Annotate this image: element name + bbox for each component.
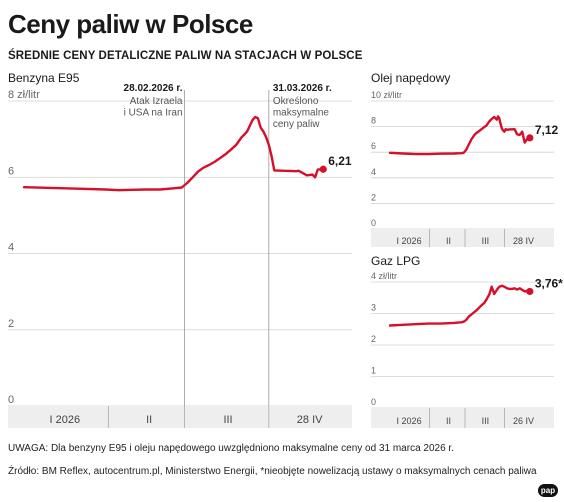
benzyna-annotation-text: ceny paliw: [273, 119, 320, 130]
olej-series-line: [388, 115, 531, 156]
benzyna-last-point: [319, 165, 327, 173]
benzyna-annotation-text: Atak Izraela: [130, 96, 183, 107]
benzyna-annotation-date: 28.02.2026 r.: [124, 83, 183, 94]
lpg-last-value-label: 3,76*: [535, 276, 563, 290]
lpg-xtick-label: III: [482, 416, 490, 426]
pap-logo: pap: [538, 484, 558, 497]
benzyna-annotation-date: 31.03.2026 r.: [273, 83, 332, 94]
benzyna-xtick-label: III: [223, 414, 232, 426]
lpg-title: Gaz LPG: [371, 254, 420, 268]
page-subtitle: ŚREDNIE CENY DETALICZNE PALIW NA STACJAC…: [8, 50, 363, 62]
benzyna-last-value-label: 6,21: [328, 154, 352, 168]
footer-note: UWAGA: Dla benzyny E95 i oleju napędoweg…: [8, 443, 454, 454]
lpg-xtick-label: 26 IV: [513, 416, 534, 426]
benzyna-title: Benzyna E95: [8, 71, 80, 85]
benzyna-ytick-label: 0: [8, 394, 14, 406]
olej-last-point: [526, 134, 534, 142]
benzyna-ytick-label: 8 zł/litr: [8, 89, 40, 101]
olej-ytick-label: 0: [371, 218, 376, 228]
olej-title: Olej napędowy: [371, 71, 450, 85]
lpg-series-line: [388, 284, 531, 327]
lpg-ytick-label: 4 zł/litr: [371, 271, 397, 281]
olej-ytick-label: 2: [371, 192, 376, 202]
benzyna-annotation-text: i USA na Iran: [124, 108, 183, 119]
olej-ytick-label: 6: [371, 141, 376, 151]
olej-xtick-label: 28 IV: [513, 236, 534, 246]
benzyna-xtick-label: I 2026: [50, 414, 81, 426]
olej-ytick-label: 4: [371, 167, 376, 177]
benzyna-series-line: [22, 115, 325, 192]
lpg-last-point: [526, 287, 534, 296]
benzyna-xtick-label: 28 IV: [297, 414, 323, 426]
lpg-xaxis-band: [371, 408, 554, 428]
olej-ytick-label: 8: [371, 116, 376, 126]
lpg-ytick-label: 0: [371, 397, 376, 407]
olej-last-value-label: 7,12: [535, 123, 559, 137]
olej-xtick-label: III: [482, 236, 490, 246]
lpg-ytick-label: 1: [371, 366, 376, 376]
lpg-xtick-label: II: [446, 416, 451, 426]
benzyna-ytick-label: 4: [8, 242, 14, 254]
benzyna-annotation-text: maksymalne: [273, 108, 330, 119]
benzyna-xtick-label: II: [146, 414, 152, 426]
olej-xaxis-band: [371, 229, 554, 247]
footer-source: Źródło: BM Reflex, autocentrum.pl, Minis…: [8, 466, 537, 477]
benzyna-annotation-text: Określono: [273, 96, 319, 107]
lpg-ytick-label: 3: [371, 303, 376, 313]
benzyna-xaxis-band: [8, 406, 352, 428]
page-title: Ceny paliw w Polsce: [8, 9, 253, 39]
benzyna-ytick-label: 2: [8, 318, 14, 330]
benzyna-ytick-label: 6: [8, 165, 14, 177]
lpg-ytick-label: 2: [371, 334, 376, 344]
lpg-xtick-label: I 2026: [397, 416, 422, 426]
olej-xtick-label: I 2026: [397, 236, 422, 246]
olej-ytick-label: 10 zł/litr: [371, 90, 402, 100]
olej-xtick-label: II: [446, 236, 451, 246]
